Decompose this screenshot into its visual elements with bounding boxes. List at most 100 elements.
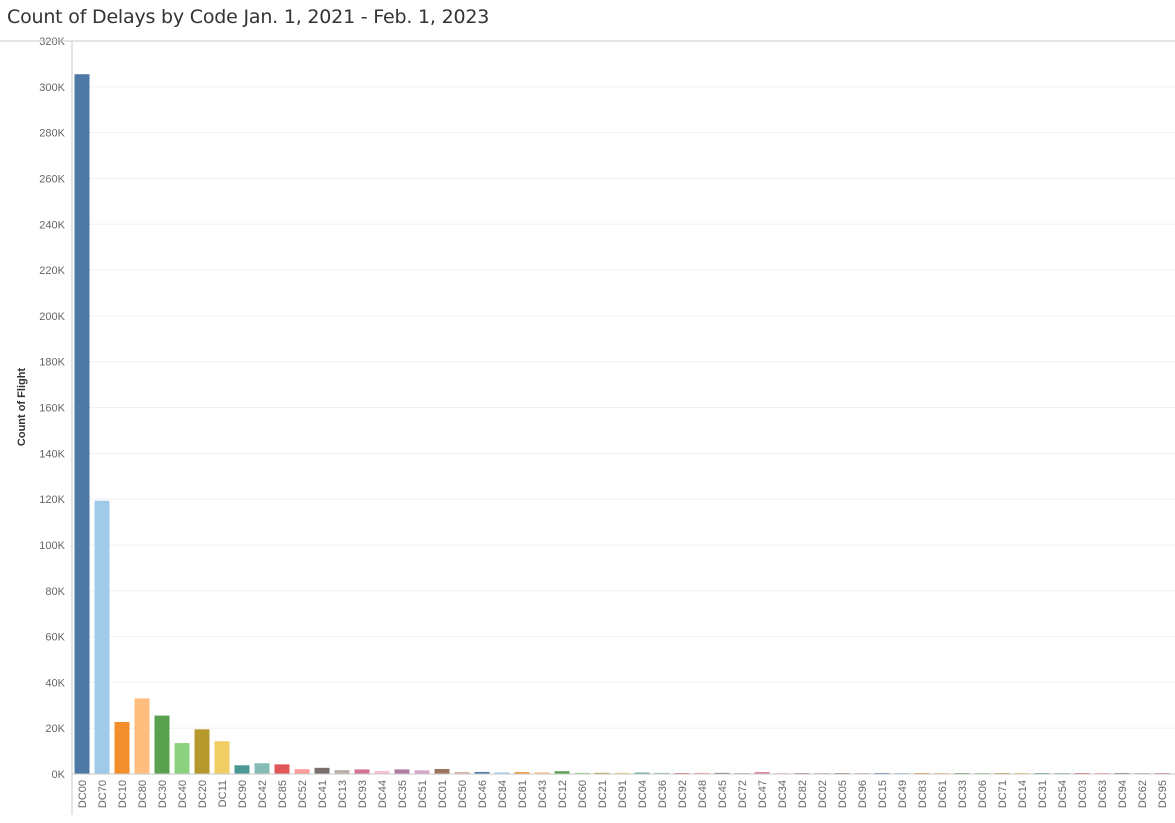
x-tick-label: DC30 — [157, 780, 169, 808]
bar-dc46 — [474, 771, 490, 774]
bar-dc51 — [414, 770, 430, 774]
y-tick-label: 240K — [39, 219, 65, 231]
bars — [74, 74, 1170, 775]
bar-dc12 — [554, 771, 570, 774]
x-tick-label: DC47 — [757, 780, 769, 808]
x-tick-label: DC46 — [477, 780, 489, 808]
x-tick-label: DC40 — [177, 780, 189, 808]
bar-dc93 — [354, 769, 370, 774]
bar-dc41 — [314, 767, 330, 774]
bar-dc60 — [574, 772, 590, 774]
bar-dc30 — [154, 715, 170, 774]
x-tick-label: DC10 — [117, 780, 129, 808]
bar-dc81 — [514, 772, 530, 774]
y-tick-label: 140K — [39, 448, 65, 460]
bar-dc20 — [194, 729, 210, 774]
x-tick-label: DC94 — [1117, 780, 1129, 808]
x-tick-label: DC52 — [297, 780, 309, 808]
y-tick-label: 160K — [39, 403, 65, 415]
bar-dc85 — [274, 764, 290, 774]
y-axis-title: Count of Flight — [16, 368, 28, 447]
bar-dc48 — [694, 772, 710, 774]
bar-dc21 — [594, 772, 610, 774]
y-tick-label: 20K — [45, 723, 65, 735]
bar-dc80 — [134, 698, 150, 774]
x-tick-label: DC62 — [1137, 780, 1149, 808]
y-tick-label: 260K — [39, 173, 65, 185]
x-tick-label: DC13 — [337, 780, 349, 808]
x-tick-label: DC20 — [197, 780, 209, 808]
gridlines — [72, 86, 1175, 729]
x-tick-label: DC85 — [277, 780, 289, 808]
x-tick-label: DC48 — [697, 780, 709, 808]
x-tick-label: DC54 — [1057, 780, 1069, 808]
x-tick-label: DC92 — [677, 780, 689, 808]
bar-dc36 — [654, 772, 670, 774]
bar-dc47 — [754, 772, 770, 774]
bar-dc40 — [174, 743, 190, 774]
y-tick-label: 120K — [39, 494, 65, 506]
x-tick-label: DC49 — [897, 780, 909, 808]
x-tick-label: DC41 — [317, 780, 329, 808]
x-tick-label: DC05 — [837, 780, 849, 808]
x-tick-label: DC91 — [617, 780, 629, 808]
y-tick-label: 60K — [45, 632, 65, 644]
x-tick-label: DC35 — [397, 780, 409, 808]
x-tick-label: DC15 — [877, 780, 889, 808]
bar-dc43 — [534, 772, 550, 774]
chart-title: Count of Delays by Code Jan. 1, 2021 - F… — [7, 6, 490, 28]
x-tick-label: DC51 — [417, 780, 429, 808]
x-tick-label: DC45 — [717, 780, 729, 808]
bar-dc91 — [614, 772, 630, 774]
x-tick-label: DC42 — [257, 780, 269, 808]
x-tick-label: DC43 — [537, 780, 549, 808]
x-tick-label: DC34 — [777, 780, 789, 808]
axes — [0, 40, 1175, 815]
y-tick-label: 300K — [39, 82, 65, 94]
x-tick-label: DC44 — [377, 780, 389, 808]
x-tick-label: DC90 — [237, 780, 249, 808]
x-tick-label: DC80 — [137, 780, 149, 808]
x-tick-label: DC11 — [217, 780, 229, 807]
x-tick-label: DC02 — [817, 780, 829, 808]
y-tick-label: 40K — [45, 677, 65, 689]
y-tick-label: 320K — [39, 36, 65, 48]
x-tick-label: DC93 — [357, 780, 369, 808]
x-tick-label: DC33 — [957, 780, 969, 808]
x-tick-label: DC01 — [437, 780, 449, 808]
bar-dc04 — [634, 772, 650, 774]
bar-dc70 — [94, 500, 110, 774]
bar-dc44 — [374, 771, 390, 774]
x-tick-label: DC81 — [517, 780, 529, 808]
x-tick-label: DC71 — [997, 780, 1009, 808]
bar-dc35 — [394, 769, 410, 774]
bar-dc90 — [234, 765, 250, 774]
bar-dc00 — [74, 74, 90, 775]
x-tick-label: DC12 — [557, 780, 569, 808]
x-tick-label: DC60 — [577, 780, 589, 808]
bar-dc13 — [334, 770, 350, 774]
y-tick-label: 0K — [52, 769, 66, 781]
x-tick-label: DC03 — [1077, 780, 1089, 808]
bar-dc50 — [454, 771, 470, 774]
x-tick-label: DC00 — [77, 780, 89, 808]
x-tick-label: DC14 — [1017, 780, 1029, 808]
bar-dc84 — [494, 772, 510, 774]
x-tick-label: DC06 — [977, 780, 989, 808]
bar-dc10 — [114, 722, 130, 774]
x-tick-label: DC82 — [797, 780, 809, 808]
bar-dc42 — [254, 763, 270, 774]
y-tick-label: 80K — [45, 586, 65, 598]
x-tick-label: DC61 — [937, 780, 949, 808]
x-tick-label: DC31 — [1037, 780, 1049, 808]
x-tick-label: DC36 — [657, 780, 669, 808]
y-tick-label: 200K — [39, 311, 65, 323]
x-axis-labels: DC00 DC70 DC10 DC80 DC30 DC40 DC20 DC11 DC90 DC42… — [77, 780, 1169, 808]
x-tick-label: DC50 — [457, 780, 469, 808]
bar-dc01 — [434, 768, 450, 774]
x-tick-label: DC70 — [97, 780, 109, 808]
bar-dc52 — [294, 769, 310, 774]
x-tick-label: DC21 — [597, 780, 609, 808]
bar-dc11 — [214, 741, 230, 774]
